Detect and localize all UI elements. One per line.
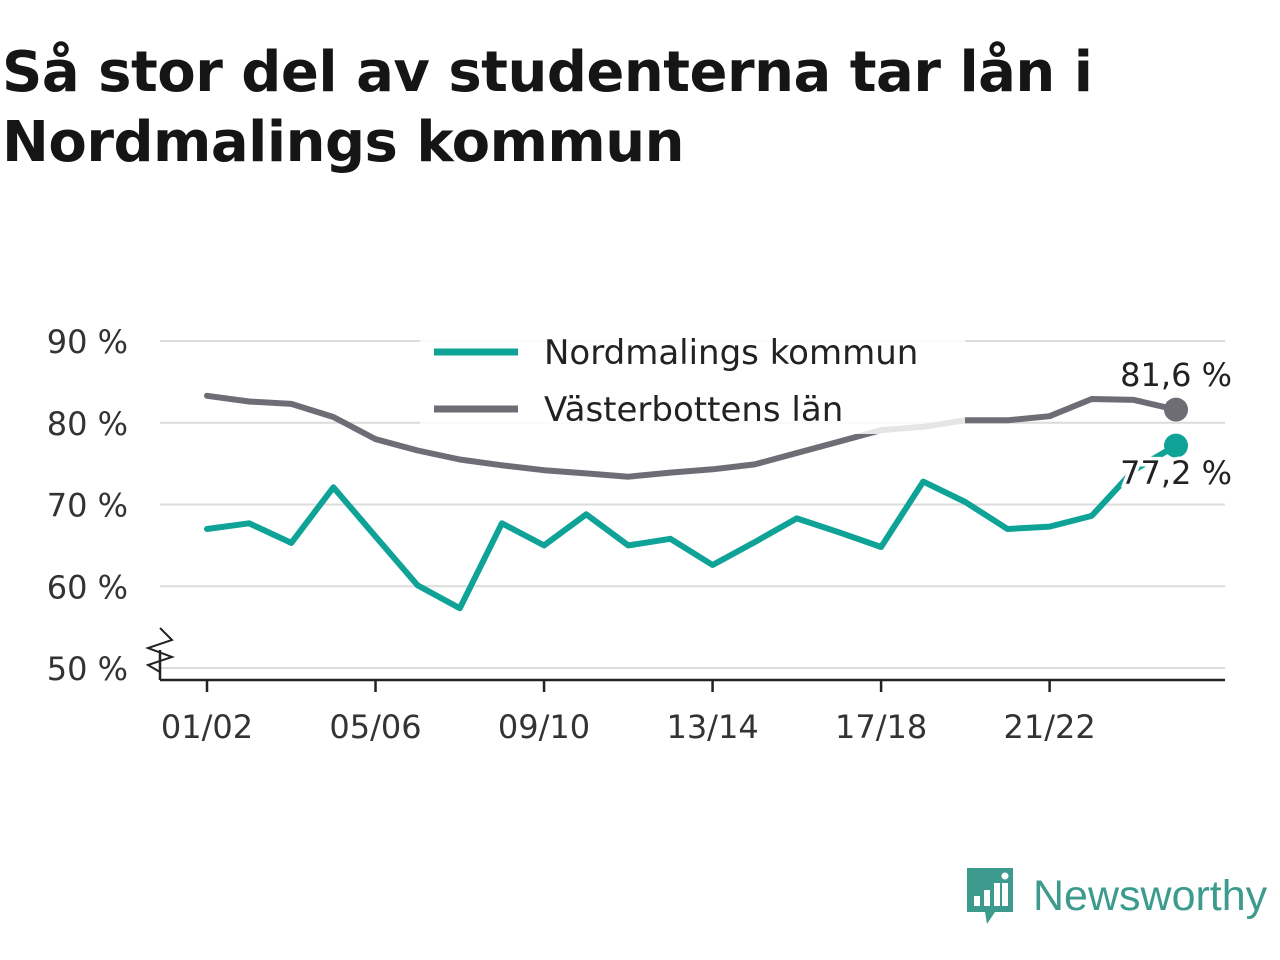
end-labels: 81,6 % 77,2 % [1117,353,1236,496]
legend: Nordmalings kommun Västerbottens län [420,322,965,434]
brand-name: Newsworthy [1033,871,1268,920]
y-tick-label: 70 % [47,487,128,525]
x-tick-label: 09/10 [498,708,590,746]
x-tick-label: 13/14 [666,708,758,746]
series-end-point [1164,433,1188,458]
series-line-nordmaling [204,442,1179,612]
end-label-nordmaling: 77,2 % [1120,454,1232,492]
y-tick-label: 50 % [47,650,128,688]
series-line-vasterbotten [204,392,1179,480]
y-tick-label: 90 % [47,323,128,361]
chart-title: Så stor del av studenterna tar lån i Nor… [2,40,1093,175]
newsworthy-logo-icon [967,868,1013,924]
series-end-point [1164,397,1188,422]
x-tick-label: 21/22 [1003,708,1095,746]
legend-label: Västerbottens län [544,390,843,430]
end-label-vasterbotten: 81,6 % [1120,356,1232,394]
x-tick-label: 17/18 [835,708,927,746]
newsworthy-brand[interactable]: Newsworthy [965,864,1267,928]
y-tick-label: 80 % [47,405,128,443]
legend-box [420,322,965,434]
axes: 50 % 60 % 70 % 80 % 90 % 01/02 05/06 09/10 13/14… [47,323,1225,746]
series-lines [204,392,1188,612]
legend-label: Nordmalings kommun [544,333,918,373]
x-tick-label: 05/06 [329,708,421,746]
y-axis-break-icon [145,627,175,673]
gridlines [160,340,1225,669]
y-tick-label: 60 % [47,568,128,606]
x-tick-label: 01/02 [161,708,253,746]
